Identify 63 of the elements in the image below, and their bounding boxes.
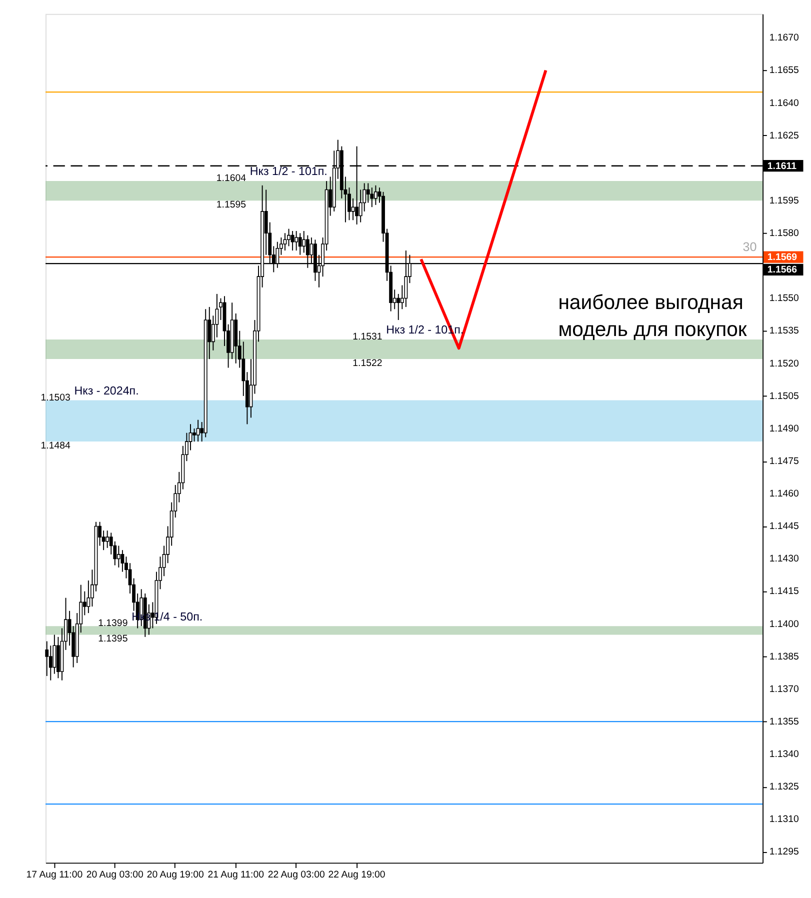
y-tick-label: 1.1475 — [769, 456, 799, 467]
candlestick — [290, 230, 294, 252]
candlestick — [374, 184, 378, 206]
annotation: 1.1531 — [352, 332, 382, 343]
candlestick — [106, 530, 110, 548]
candlestick — [120, 550, 124, 572]
x-tick-label: 22 Aug 03:00 — [268, 870, 325, 881]
y-tick-label: 1.1445 — [769, 521, 799, 532]
band-label: Нкз 1/2 - 101п. — [250, 165, 328, 178]
candlestick — [192, 428, 196, 442]
y-tick-label: 1.1520 — [769, 358, 799, 370]
y-tick-label: 1.1370 — [769, 684, 799, 695]
ref-line-label: 1.1611 — [767, 160, 798, 172]
y-tick-label: 1.1550 — [769, 293, 799, 304]
band-label: Нкз - 2024п. — [74, 384, 139, 398]
candlestick — [302, 230, 306, 254]
candlestick — [116, 545, 120, 568]
candlestick — [48, 645, 52, 681]
candlestick — [351, 198, 355, 221]
y-tick-label: 1.1400 — [769, 618, 799, 630]
y-tick-label: 1.1655 — [769, 65, 799, 76]
ref-line-label: 1.1566 — [767, 264, 798, 276]
y-tick-label: 1.1670 — [769, 32, 799, 44]
annotation: 1.1595 — [216, 199, 246, 210]
y-tick-label: 1.1415 — [769, 586, 799, 598]
y-tick-label: 1.1535 — [769, 326, 799, 337]
y-tick-label: 1.1490 — [769, 423, 799, 434]
annotation: 1.1522 — [352, 358, 382, 369]
y-tick-label: 1.1340 — [769, 749, 799, 760]
x-tick-label: 20 Aug 03:00 — [86, 870, 144, 881]
annotation: 1.1604 — [216, 173, 247, 184]
y-tick-label: 1.1295 — [769, 846, 799, 858]
candlestick — [298, 232, 302, 256]
y-tick-label: 1.1640 — [769, 98, 799, 109]
annotation: 1.1395 — [98, 634, 128, 645]
y-tick-label: 1.1595 — [769, 196, 799, 206]
y-tick-label: 1.1460 — [769, 488, 799, 500]
ref-line-label: 1.1569 — [767, 252, 798, 263]
candlestick — [188, 424, 192, 451]
annotation: 1.1484 — [40, 440, 71, 452]
candlestick — [196, 419, 200, 442]
candlestick — [366, 182, 370, 204]
x-tick-label: 17 Aug 11:00 — [26, 870, 83, 881]
y-tick-label: 1.1325 — [769, 782, 799, 793]
candlestick — [45, 640, 49, 676]
x-tick-label: 20 Aug 19:00 — [146, 870, 204, 881]
y-tick-label: 1.1625 — [769, 130, 799, 142]
x-tick-label: 21 Aug 11:00 — [208, 870, 264, 881]
candlestick — [396, 293, 400, 320]
y-tick-label: 1.1385 — [769, 651, 799, 662]
y-tick-label: 1.1355 — [769, 716, 799, 728]
candlestick — [294, 230, 298, 252]
candlestick — [287, 228, 290, 247]
y-tick-label: 1.1310 — [769, 814, 799, 826]
candlestick — [370, 187, 374, 208]
annotation: 30 — [742, 240, 757, 254]
x-tick-label: 22 Aug 19:00 — [328, 870, 386, 881]
annotation: 1.1503 — [40, 392, 70, 404]
y-tick-label: 1.1505 — [769, 390, 799, 402]
annotation: 1.1399 — [98, 618, 128, 630]
y-tick-label: 1.1580 — [769, 228, 799, 240]
annotation: наиболее выгодная модель для покупок — [558, 292, 747, 341]
y-tick-label: 1.1430 — [769, 554, 799, 565]
